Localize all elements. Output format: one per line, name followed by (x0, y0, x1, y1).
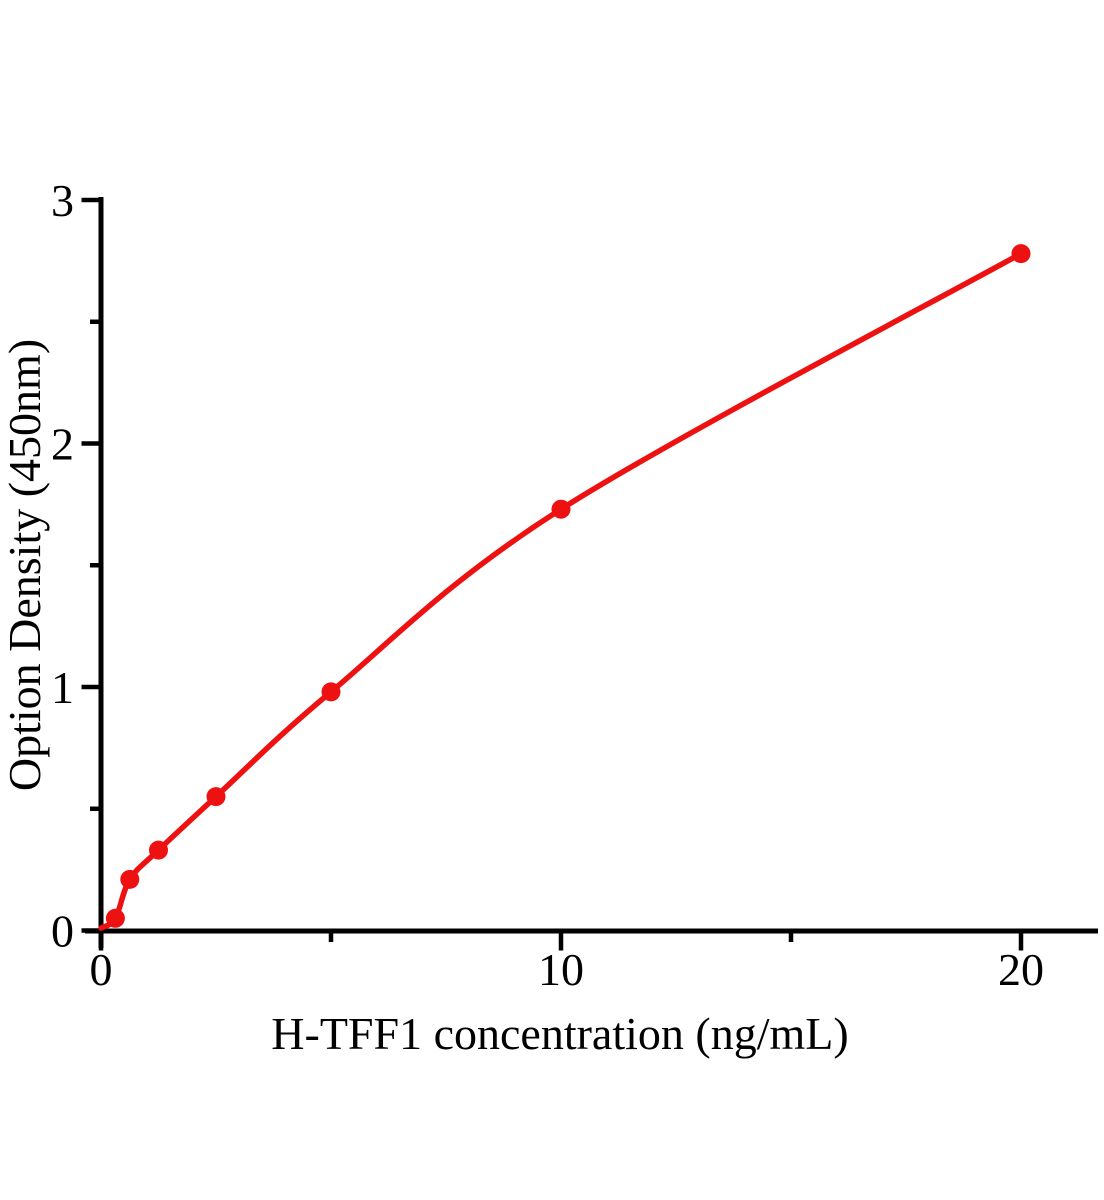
data-point-marker (105, 908, 125, 928)
y-axis-title: Option Density (450nm) (0, 339, 50, 791)
data-point-marker (551, 499, 571, 519)
plot-area: 0 10 20 0 1 2 3 (51, 175, 1098, 995)
fit-curve (98, 250, 1024, 931)
x-tick-label: 10 (538, 944, 584, 995)
x-tick-label: 20 (998, 944, 1044, 995)
data-point-marker (149, 840, 168, 860)
y-tick-label: 1 (51, 662, 74, 713)
x-tick-label: 0 (90, 944, 113, 995)
x-axis-title: H-TFF1 concentration (ng/mL) (271, 1008, 848, 1059)
data-point-marker (120, 869, 140, 889)
y-tick-label: 2 (51, 419, 74, 470)
y-tick-label: 0 (51, 906, 74, 957)
data-point-marker (206, 787, 226, 807)
y-tick-label: 3 (51, 175, 74, 226)
data-point-marker (321, 682, 341, 702)
data-point-marker (1011, 244, 1031, 264)
